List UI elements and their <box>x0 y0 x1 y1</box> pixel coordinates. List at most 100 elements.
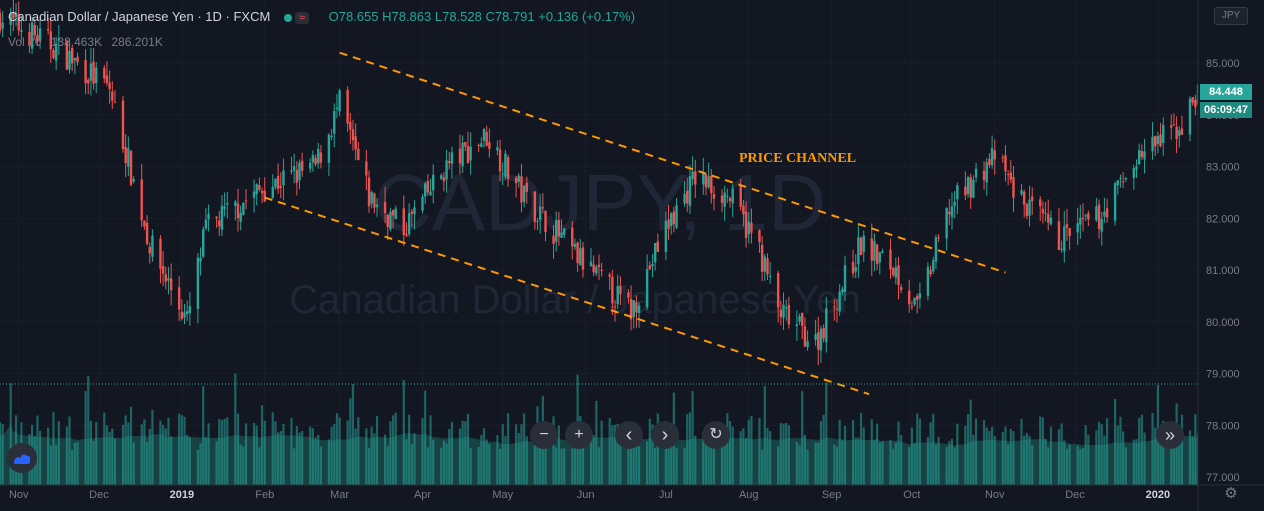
volume-bar <box>327 439 331 485</box>
volume-label[interactable]: Vol 20 <box>8 35 42 49</box>
candle-body <box>648 265 652 270</box>
volume-bar <box>889 439 892 485</box>
volume-bar <box>769 431 772 485</box>
candle-body <box>926 266 930 296</box>
y-tick-label: 78.000 <box>1206 420 1240 432</box>
candle-body <box>36 34 39 42</box>
volume-bar <box>932 413 935 485</box>
volume-bar <box>592 434 595 485</box>
candle-body <box>875 244 879 264</box>
volume-bar <box>89 420 93 485</box>
candle-body <box>1124 177 1127 180</box>
volume-bar <box>972 434 975 485</box>
candle-body <box>744 211 748 239</box>
candle-body <box>629 298 633 320</box>
candle-body <box>33 25 36 36</box>
candle-body <box>1039 199 1042 206</box>
candle-body <box>929 270 932 275</box>
volume-bar <box>236 413 240 485</box>
candle-body <box>784 307 788 309</box>
volume-bar <box>683 447 686 485</box>
candle-body <box>670 213 673 227</box>
volume-bar <box>520 424 523 485</box>
candle-body <box>1057 221 1061 251</box>
candle-body <box>819 328 823 351</box>
candle-body <box>73 58 77 61</box>
volume-bar <box>458 428 462 485</box>
candle-body <box>127 148 130 167</box>
volume-bar <box>552 416 555 485</box>
candle-body <box>798 316 801 322</box>
volume-bar <box>464 421 467 485</box>
volume-bar <box>1138 418 1141 485</box>
wave-icon[interactable]: ≈ <box>294 11 309 24</box>
candle-body <box>1162 124 1165 143</box>
volume-bar <box>1100 424 1103 485</box>
candle-body <box>969 177 972 198</box>
candle-body <box>143 221 146 227</box>
symbol-title[interactable]: Canadian Dollar / Japanese Yen · 1D · FX… <box>8 9 271 24</box>
candle-body <box>573 243 577 247</box>
candle-body <box>726 195 729 197</box>
reset-chart-button[interactable]: ↻ <box>702 421 730 449</box>
candle-body <box>581 247 585 270</box>
candle-body <box>934 237 938 262</box>
candle-body <box>731 188 734 204</box>
candle-body <box>1022 191 1026 205</box>
volume-bar <box>777 446 780 485</box>
volume-bar <box>485 439 488 485</box>
volume-bar <box>207 423 210 485</box>
volume-bar <box>707 441 710 485</box>
volume-bar <box>1124 447 1127 485</box>
volume-bar <box>394 412 397 485</box>
price-axis[interactable] <box>1198 0 1264 485</box>
volume-bar <box>854 437 857 485</box>
candle-body <box>806 341 809 348</box>
channel-annotation: PRICE CHANNEL <box>739 151 856 166</box>
candle-body <box>862 235 865 252</box>
volume-bar <box>910 427 913 485</box>
volume-bar <box>1039 416 1042 485</box>
candle-body <box>913 297 916 305</box>
candle-body <box>177 287 181 310</box>
tradingview-logo-icon[interactable] <box>7 443 37 473</box>
candle-body <box>124 146 127 164</box>
x-tick-label: 2020 <box>1146 489 1170 501</box>
volume-bar <box>747 419 750 485</box>
volume-bar <box>333 423 336 485</box>
volume-bar <box>675 448 678 485</box>
volume-bar <box>52 412 55 485</box>
volume-bar <box>1180 414 1184 485</box>
scroll-right-button[interactable]: › <box>651 421 679 449</box>
volume-bar <box>293 448 296 485</box>
volume-bar <box>632 434 635 485</box>
candle-body <box>758 230 761 243</box>
volume-bar <box>506 413 510 485</box>
volume-bar <box>375 415 379 485</box>
candle-body <box>544 210 547 233</box>
scroll-to-latest-button[interactable]: » <box>1156 421 1184 449</box>
volume-bar <box>739 431 742 485</box>
candle-body <box>488 142 491 149</box>
candle-body <box>129 151 133 185</box>
zoom-out-button[interactable]: − <box>530 421 558 449</box>
y-tick-label: 83.000 <box>1206 162 1240 174</box>
candle-body <box>1028 199 1031 216</box>
volume-bar <box>1119 416 1122 485</box>
volume-bar <box>664 423 667 485</box>
gear-icon[interactable]: ⚙ <box>1224 485 1238 502</box>
volume-bar <box>354 428 357 485</box>
currency-badge[interactable]: JPY <box>1214 7 1248 25</box>
candle-body <box>536 220 539 222</box>
zoom-in-button[interactable]: + <box>565 421 593 449</box>
volume-bar <box>279 431 282 485</box>
scroll-left-button[interactable]: ‹ <box>615 421 643 449</box>
volume-bar <box>426 447 429 485</box>
volume-bar <box>843 425 847 485</box>
volume-bar <box>223 418 226 485</box>
candle-body <box>151 235 154 257</box>
volume-bar <box>988 430 991 485</box>
volume-bar <box>317 434 320 485</box>
candle-body <box>645 269 649 308</box>
